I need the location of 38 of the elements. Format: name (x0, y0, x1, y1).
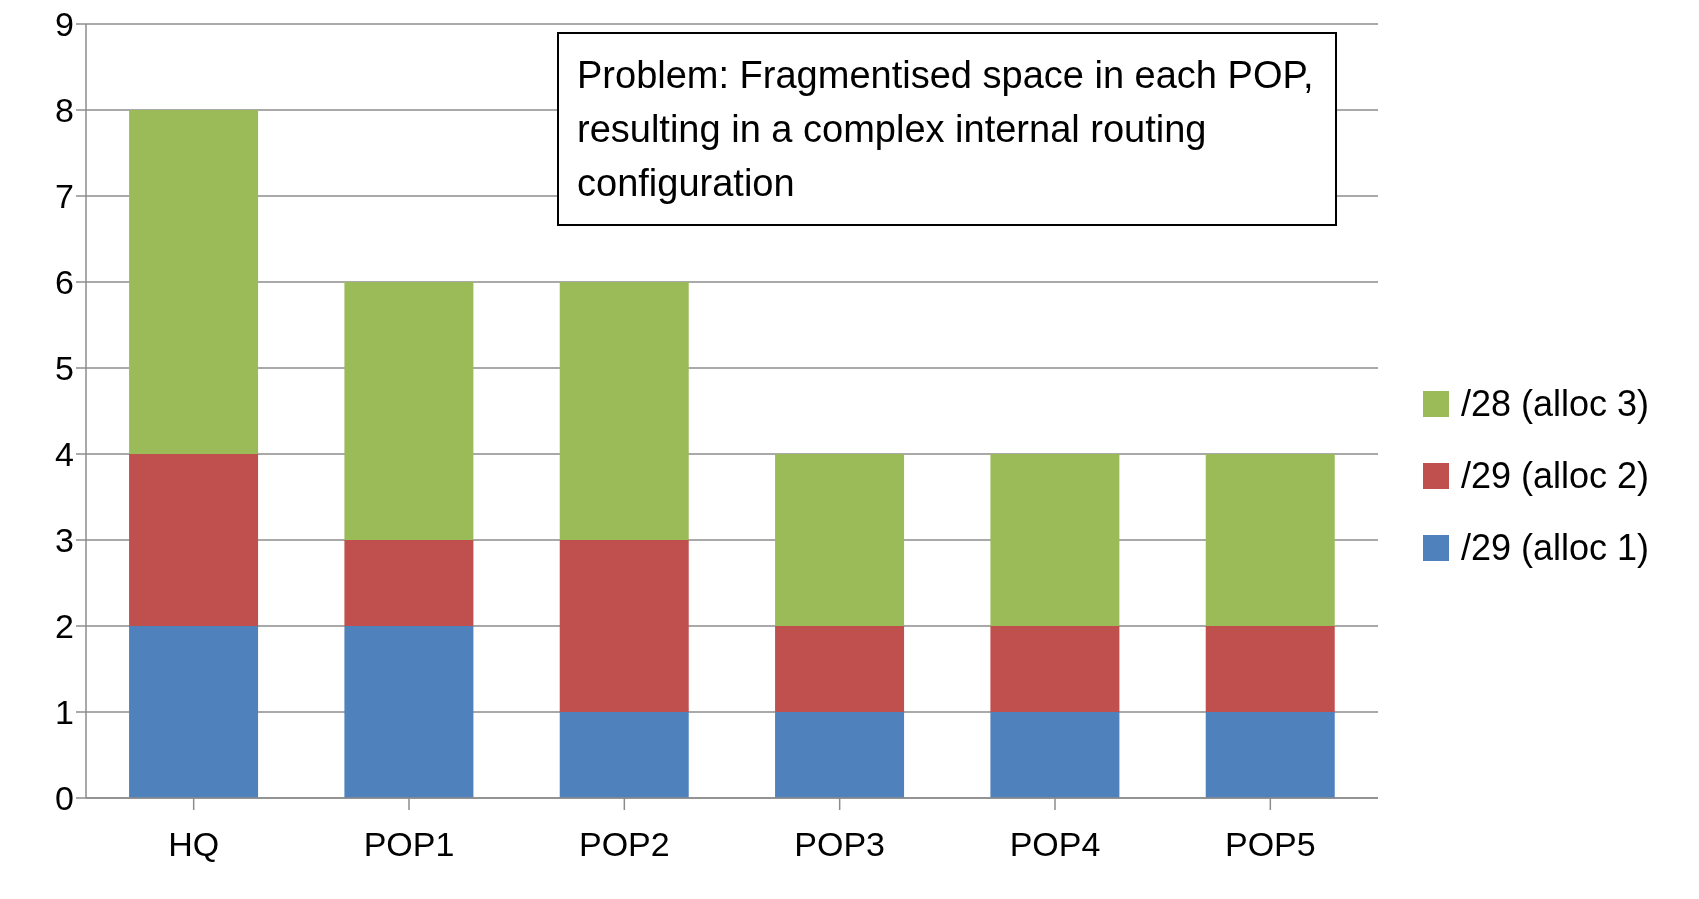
y-tick-label: 6 (55, 263, 74, 302)
bar (1205, 626, 1335, 712)
x-tick-label: POP4 (1009, 825, 1101, 864)
annotation: Problem: Fragmentised space in each POP, resulting in a complex internal routing configuration (557, 32, 1337, 226)
bar (775, 454, 905, 626)
y-tick-label: 4 (55, 435, 74, 474)
bar (559, 712, 689, 798)
bar (1205, 454, 1335, 626)
y-tick-label: 9 (55, 5, 74, 44)
y-tick-label: 0 (55, 779, 74, 818)
y-tick-label: 1 (55, 693, 74, 732)
y-tick-label: 3 (55, 521, 74, 560)
legend-label: /29 (alloc 1) (1461, 527, 1650, 569)
x-tick-label: POP1 (363, 825, 455, 864)
bar (344, 626, 474, 798)
x-tick-label: POP2 (578, 825, 670, 864)
bar (129, 626, 259, 798)
y-tick-label: 8 (55, 91, 74, 130)
bar (129, 454, 259, 626)
y-tick-label: 7 (55, 177, 74, 216)
legend-label: /28 (alloc 3) (1461, 383, 1650, 425)
bar (775, 626, 905, 712)
y-tick-label: 5 (55, 349, 74, 388)
bar (344, 540, 474, 626)
bar (559, 540, 689, 712)
bar (129, 110, 259, 454)
x-tick-label: POP3 (794, 825, 886, 864)
bar (1205, 712, 1335, 798)
x-tick-label: POP5 (1224, 825, 1316, 864)
bar (559, 282, 689, 540)
x-tick-label: HQ (168, 825, 220, 864)
bar (990, 454, 1120, 626)
bar (344, 282, 474, 540)
bar (990, 626, 1120, 712)
bar (990, 712, 1120, 798)
bar (775, 712, 905, 798)
y-tick-label: 2 (55, 607, 74, 646)
legend-label: /29 (alloc 2) (1461, 455, 1650, 497)
